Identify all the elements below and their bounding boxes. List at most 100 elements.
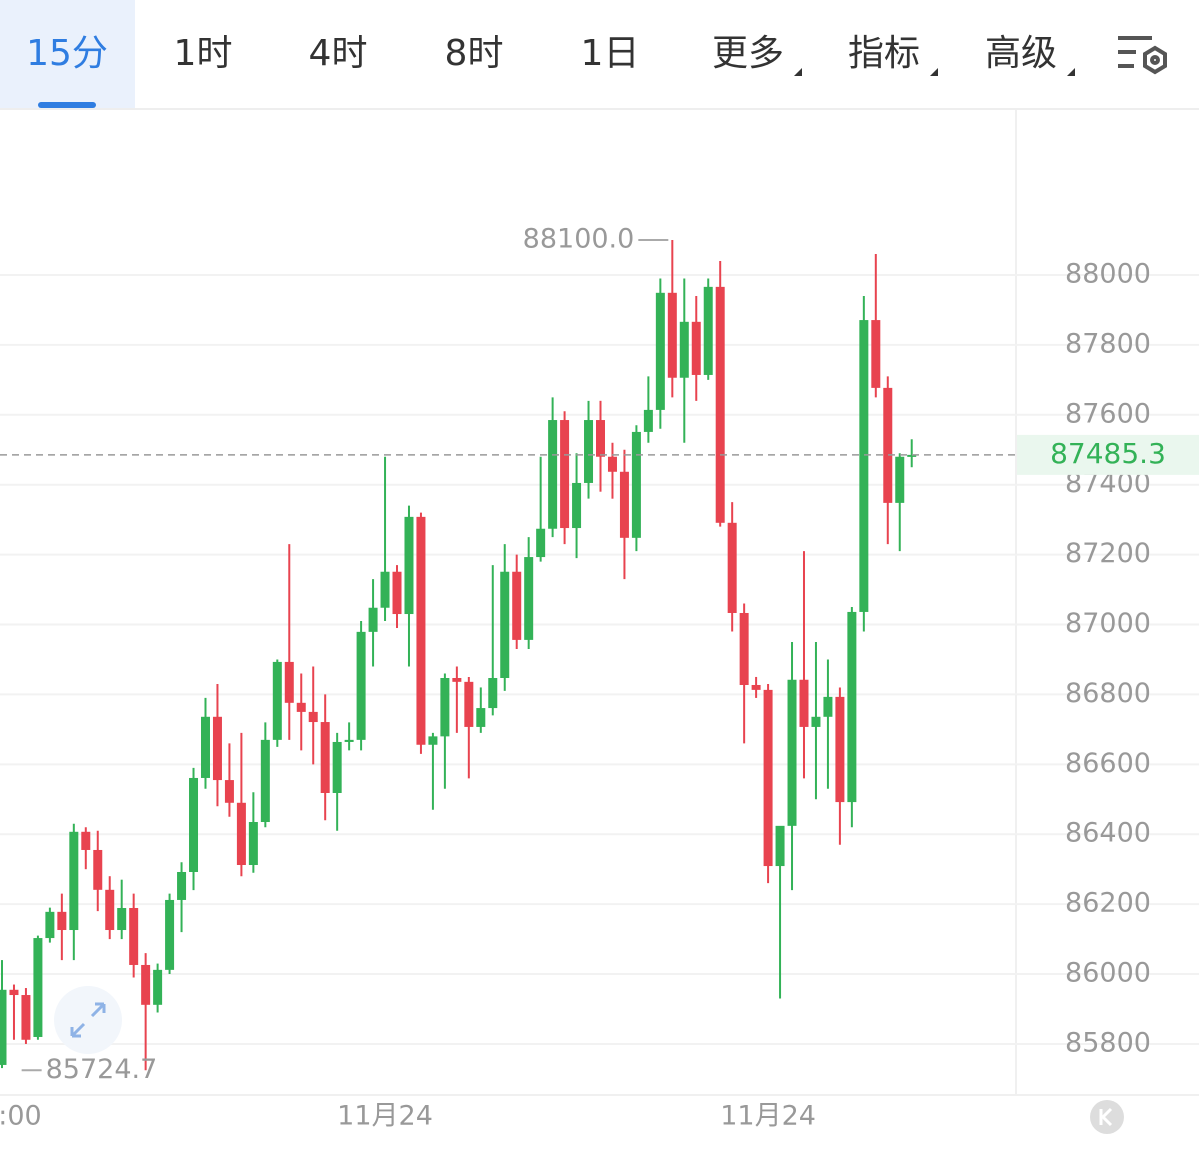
y-tick-label: 86600 — [1065, 748, 1151, 779]
candle-body — [751, 684, 761, 690]
candle-body — [727, 522, 737, 613]
candle-body — [428, 736, 438, 745]
candle-body — [81, 831, 91, 850]
y-tick-label: 88000 — [1065, 258, 1151, 289]
candle-body — [799, 679, 809, 727]
candle-body — [811, 716, 821, 727]
candle-body — [631, 431, 641, 538]
active-tab-bg — [0, 0, 135, 108]
y-tick-label: 86200 — [1065, 888, 1151, 919]
candle-body — [787, 679, 797, 826]
tab[interactable]: 高级 — [985, 33, 1057, 74]
candle-body — [248, 822, 258, 866]
candle-body — [655, 292, 665, 410]
last-price-box — [1017, 434, 1199, 475]
candle-body — [763, 689, 773, 867]
candle-body — [344, 739, 354, 742]
candle-body — [739, 612, 749, 685]
tab[interactable]: 4时 — [309, 33, 368, 74]
y-tick-label: 86400 — [1065, 818, 1151, 849]
y-tick-label: 85800 — [1065, 1027, 1151, 1058]
y-tick-label: 87800 — [1065, 328, 1151, 359]
tab[interactable]: 8时 — [445, 33, 504, 74]
x-tick-label: :00 — [0, 1101, 42, 1132]
scroll-latest-button[interactable] — [1090, 1100, 1124, 1134]
tab[interactable]: 更多 — [712, 33, 784, 74]
candle-body — [847, 611, 857, 803]
candle-body — [45, 911, 55, 939]
active-tab-indicator — [38, 102, 96, 108]
candle-body — [57, 911, 67, 931]
candle-body — [464, 681, 474, 727]
tab[interactable]: 15分 — [26, 33, 108, 74]
tab[interactable]: 1时 — [174, 33, 233, 74]
candle-body — [105, 889, 115, 931]
y-tick-label: 87200 — [1065, 538, 1151, 569]
candle-body — [392, 571, 402, 615]
candle-body — [500, 571, 510, 679]
candle-body — [21, 995, 31, 1040]
candle-body — [153, 969, 163, 1005]
plot: 85800 86000 86200 86400 86600 86800 87000 87200… — [0, 224, 1199, 1132]
candle-body — [320, 722, 330, 793]
candle-body — [835, 696, 845, 803]
candle-body — [476, 708, 486, 727]
candle-body — [260, 739, 270, 823]
low-label: 85724.7 — [46, 1054, 158, 1085]
candle-body — [93, 849, 103, 890]
candle-body — [643, 409, 653, 432]
candle-body — [117, 907, 127, 931]
candle-body — [607, 456, 617, 472]
candle-body — [715, 286, 725, 523]
candle-body — [332, 741, 342, 793]
candle-body — [177, 871, 187, 900]
candle-body — [596, 420, 605, 457]
candle-body — [224, 780, 234, 803]
candle-body — [572, 482, 582, 529]
candle-body — [9, 989, 19, 996]
candle-body — [488, 678, 498, 709]
candle-body — [703, 286, 713, 375]
candle-body — [584, 420, 594, 483]
candle-body — [200, 716, 210, 778]
candle-body — [212, 716, 222, 781]
candle-body — [308, 711, 318, 723]
candle-body — [679, 321, 689, 378]
candle-body — [69, 831, 79, 931]
tab[interactable]: 指标 — [848, 33, 920, 74]
candle-body — [272, 661, 282, 740]
candle-body — [452, 678, 462, 682]
candle-body — [416, 516, 426, 745]
x-tick-label: 11月24 — [337, 1101, 433, 1132]
candle-body — [907, 454, 917, 457]
high-label: 88100.0 — [523, 224, 635, 255]
tab[interactable]: 1日 — [581, 33, 640, 74]
candle-body — [524, 557, 534, 640]
candle-body — [356, 631, 366, 740]
dropdown-caret — [930, 68, 938, 76]
candle-body — [440, 678, 450, 737]
candle-body — [296, 702, 306, 712]
candle-body — [380, 571, 390, 608]
candle-body — [859, 320, 869, 612]
y-tick-label: 86000 — [1065, 958, 1151, 989]
settings-icon[interactable] — [1118, 36, 1167, 75]
candle-body — [536, 528, 546, 558]
candle-body — [619, 471, 629, 538]
candle-body — [236, 802, 246, 866]
candle-body — [560, 420, 570, 529]
dropdown-caret — [1067, 68, 1075, 76]
candle-body — [691, 321, 701, 375]
y-tick-label: 87000 — [1065, 608, 1151, 639]
candle-body — [129, 907, 139, 965]
last-price-label: 87485.3 — [1050, 437, 1166, 470]
x-tick-label: 11月24 — [720, 1101, 816, 1132]
candle-body — [33, 938, 43, 1037]
candle-body — [368, 607, 378, 632]
candle-body — [823, 696, 833, 717]
candle-body — [667, 292, 677, 378]
candle-body — [548, 420, 558, 529]
expand-button[interactable] — [54, 986, 122, 1054]
